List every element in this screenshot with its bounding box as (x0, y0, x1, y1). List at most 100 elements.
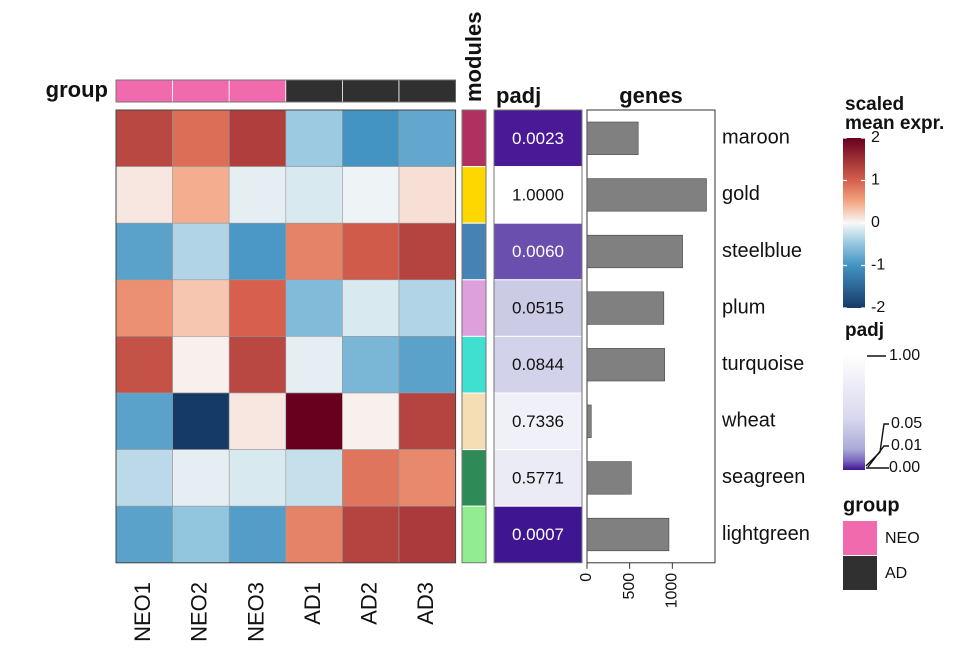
module-color-cell (461, 505, 487, 564)
module-color-cell (461, 279, 487, 337)
group-legend-title: group (843, 494, 900, 516)
heatmap-cell (228, 279, 287, 337)
heatmap-cell (398, 392, 456, 450)
heatmap-cell (398, 109, 456, 167)
heatmap-cell (342, 392, 400, 450)
heatmap-border (115, 109, 457, 564)
module-row-label: steelblue (722, 240, 802, 262)
heatmap-cell (342, 449, 400, 507)
padj-value: 1.0000 (512, 185, 564, 204)
expr-legend-bar (843, 138, 865, 308)
genes-bar (586, 461, 632, 495)
genes-axis-label: 500 (621, 573, 638, 600)
padj-value: 0.0060 (512, 242, 564, 261)
heatmap-cell (342, 279, 400, 337)
expr-legend-title: mean expr. (845, 113, 944, 134)
heatmap-cell (115, 109, 173, 167)
genes-bar (586, 178, 707, 212)
heatmap-cell (228, 222, 287, 281)
module-row-label: wheat (721, 410, 776, 432)
heatmap-cell (228, 166, 287, 224)
sample-label: AD2 (357, 582, 382, 625)
heatmap-cell (172, 222, 230, 281)
heatmap-cell (398, 449, 456, 507)
group-legend-swatch (843, 556, 877, 590)
group-legend-label: NEO (885, 530, 920, 547)
genes-axis-label: 0 (578, 573, 595, 582)
heatmap-cell (398, 166, 456, 224)
heatmap-cell (115, 279, 173, 337)
module-color-cell (461, 449, 487, 507)
expr-legend-label: -2 (871, 299, 885, 316)
padj-legend-title: padj (845, 320, 884, 341)
genes-bar (586, 404, 592, 438)
heatmap-cell (398, 336, 456, 394)
heatmap-cell (172, 449, 230, 507)
module-row-label: maroon (722, 127, 790, 149)
genes-title: genes (619, 83, 683, 108)
heatmap-cell (228, 109, 287, 167)
module-column-border (461, 109, 487, 564)
genes-bar (586, 517, 670, 552)
heatmap-cell (285, 166, 343, 224)
heatmap-cell (115, 222, 173, 281)
genes-bar (586, 291, 665, 325)
expr-legend-label: 2 (871, 129, 880, 146)
heatmap-cell (228, 336, 287, 394)
padj-value: 0.0023 (512, 129, 564, 148)
group-bar-cell (285, 79, 343, 103)
module-color-cell (461, 335, 487, 394)
padj-legend-bar (843, 355, 865, 470)
heatmap-cell (115, 166, 173, 224)
padj-legend-leader (867, 445, 889, 468)
sample-label: NEO1 (130, 582, 155, 642)
heatmap-cell (172, 109, 230, 167)
group-bar-cell (398, 79, 456, 103)
genes-bar (586, 121, 639, 155)
modules-title: modules (461, 12, 486, 102)
heatmap-cell (115, 336, 173, 394)
heatmap-cell (172, 166, 230, 224)
module-row-label: plum (722, 296, 765, 318)
heatmap-cell (342, 505, 400, 564)
heatmap-cell (285, 505, 343, 564)
padj-value: 0.0844 (512, 355, 564, 374)
module-row-label: seagreen (722, 466, 805, 488)
heatmap-cell (172, 336, 230, 394)
heatmap-cell (342, 109, 400, 167)
expr-legend-label: -1 (871, 257, 885, 274)
heatmap-cell (115, 449, 173, 507)
genes-bar (586, 348, 665, 382)
group-bar-cell (172, 79, 230, 103)
padj-value: 0.5771 (512, 468, 564, 487)
heatmap-cell (285, 279, 343, 337)
expr-legend-label: 1 (871, 172, 880, 189)
padj-legend-label: 0.05 (891, 415, 922, 432)
sample-label: AD1 (300, 582, 325, 625)
module-color-cell (461, 222, 487, 281)
heatmap-cell (172, 505, 230, 564)
padj-title: padj (496, 83, 541, 108)
padj-value: 0.7336 (512, 412, 564, 431)
sample-label: AD3 (413, 582, 438, 625)
padj-value: 0.0515 (512, 299, 564, 318)
expr-legend-title: scaled (845, 94, 904, 115)
genes-bar (586, 234, 683, 269)
expr-legend-label: 0 (871, 214, 880, 231)
group-bar-cell (341, 79, 400, 103)
sample-label: NEO3 (243, 582, 268, 642)
heatmap-cell (115, 392, 173, 450)
padj-value: 0.0007 (512, 525, 564, 544)
padj-cell (493, 109, 583, 168)
heatmap-cell (228, 449, 287, 507)
module-color-cell (461, 392, 487, 451)
group-legend-label: AD (885, 565, 907, 582)
padj-legend-label: 0.01 (891, 437, 922, 454)
heatmap-cell (115, 505, 173, 564)
heatmap-cell (285, 109, 343, 167)
heatmap-cell (228, 505, 287, 564)
padj-cell (493, 222, 583, 281)
genes-panel-border (586, 109, 716, 564)
